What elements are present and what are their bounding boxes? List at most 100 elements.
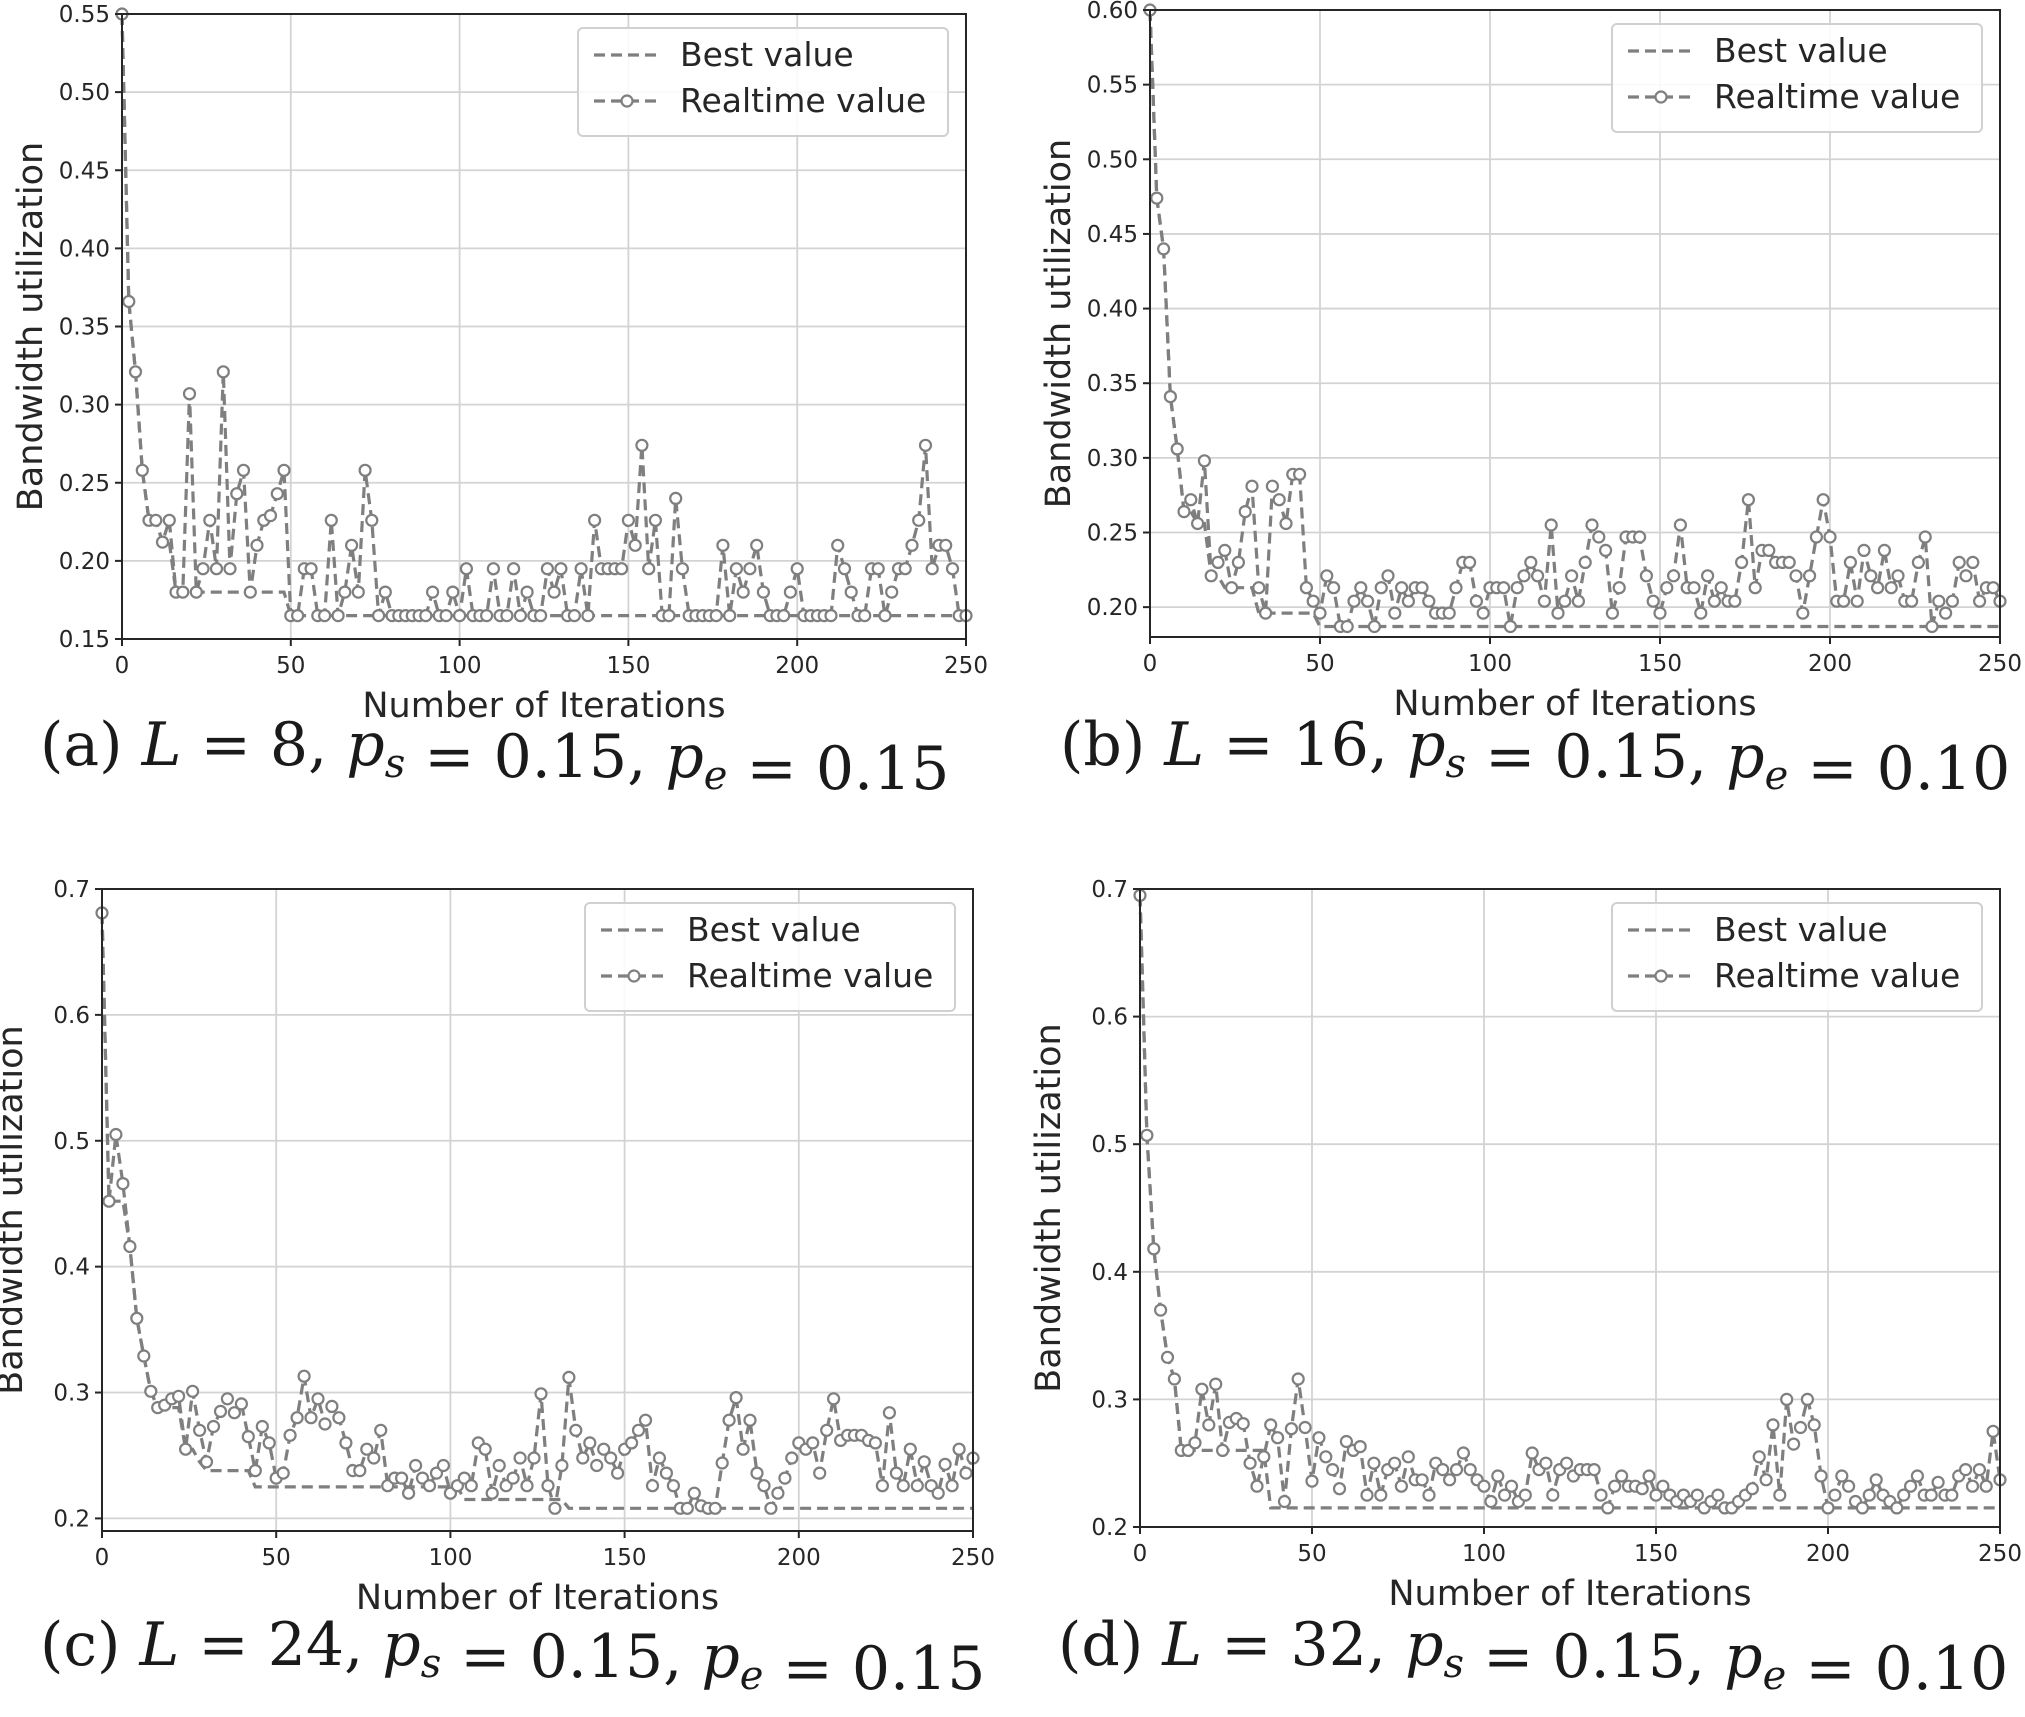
x-tick-label: 250: [951, 1545, 995, 1571]
realtime-point: [844, 585, 858, 599]
realtime-point: [903, 1442, 917, 1456]
realtime-point: [1773, 1488, 1787, 1502]
realtime-point: [1442, 606, 1456, 620]
ticks: 0 50 100 150 200 250 0.2 0.3 0.4 0.5 0.6 0.7: [1091, 877, 2022, 1567]
realtime-point: [554, 562, 568, 576]
realtime-point: [1231, 555, 1246, 570]
realtime-point: [1160, 1350, 1175, 1364]
realtime-point: [331, 608, 345, 623]
realtime-point: [1897, 1488, 1911, 1502]
realtime-point: [1877, 543, 1892, 558]
realtime-point: [1236, 1416, 1250, 1431]
realtime-point: [1786, 1437, 1801, 1451]
realtime-point: [1752, 1450, 1766, 1464]
realtime-point: [1422, 1488, 1436, 1502]
realtime-point: [1642, 1469, 1656, 1483]
y-axis-label: Bandwidth utilization: [1039, 139, 1079, 508]
realtime-point: [1911, 555, 1926, 570]
realtime-point: [189, 585, 203, 599]
realtime-point: [1190, 516, 1205, 531]
realtime-point: [436, 1458, 450, 1473]
legend-realtime-label: Realtime value: [1714, 77, 1960, 116]
realtime-point: [1592, 530, 1606, 544]
realtime-point: [1673, 518, 1688, 532]
realtime-point: [1156, 242, 1171, 256]
realtime-point: [520, 1479, 534, 1493]
realtime-point: [422, 1479, 437, 1493]
realtime-point: [652, 1451, 667, 1465]
realtime-point: [1551, 606, 1565, 620]
realtime-point: [1517, 569, 1531, 583]
realtime-point: [1741, 493, 1756, 507]
realtime-point: [1850, 594, 1864, 608]
realtime-point: [1415, 581, 1429, 595]
realtime-point: [868, 1436, 883, 1450]
realtime-point: [409, 1458, 423, 1473]
realtime-point: [1958, 1462, 1973, 1477]
realtime-point: [137, 1349, 151, 1363]
realtime-point: [837, 562, 852, 576]
x-tick-label: 50: [262, 1545, 291, 1571]
realtime-point: [304, 1411, 318, 1425]
realtime-point: [1925, 619, 1939, 634]
realtime-point: [1857, 543, 1871, 558]
realtime-point: [1292, 467, 1307, 481]
y-tick-label: 0.45: [1087, 222, 1138, 248]
realtime-point: [1147, 1242, 1161, 1256]
realtime-point: [952, 1442, 966, 1456]
realtime-value-line: [1148, 9, 2002, 629]
realtime-point: [771, 1486, 785, 1500]
realtime-point: [206, 1419, 221, 1434]
realtime-point: [1649, 1488, 1663, 1502]
x-tick-label: 100: [428, 1545, 472, 1571]
x-tick-label: 0: [95, 1545, 110, 1571]
realtime-point: [687, 1486, 701, 1500]
realtime-point: [1653, 606, 1667, 620]
x-tick-label: 250: [1978, 1541, 2022, 1567]
y-tick-label: 0.6: [53, 1003, 90, 1029]
realtime-point: [597, 1442, 611, 1456]
realtime-point: [1503, 619, 1518, 634]
realtime-point: [547, 585, 561, 599]
realtime-point: [1401, 1450, 1415, 1464]
realtime-point: [345, 538, 359, 552]
realtime-point: [230, 487, 244, 501]
realtime-point: [1890, 1501, 1904, 1515]
realtime-point: [1153, 1303, 1168, 1317]
realtime-point: [1360, 594, 1375, 608]
realtime-point: [1306, 594, 1320, 608]
realtime-point: [878, 608, 892, 623]
caption-text: (d) L = 32, ps = 0.15, pe = 0.10: [1058, 1610, 2008, 1704]
realtime-point: [1170, 442, 1184, 456]
realtime-point: [1469, 594, 1484, 608]
legend-box: [1611, 23, 1983, 133]
y-tick-label: 0.4: [1091, 1260, 1128, 1286]
realtime-point: [155, 535, 170, 549]
realtime-point: [1828, 1488, 1842, 1502]
realtime-point: [624, 1436, 639, 1450]
realtime-point: [1270, 1431, 1285, 1445]
realtime-point: [1252, 581, 1266, 595]
legend-box: [584, 902, 956, 1012]
realtime-point: [360, 1442, 374, 1456]
realtime-point: [144, 1384, 158, 1398]
realtime-point: [1986, 581, 2000, 595]
realtime-point: [1332, 1482, 1347, 1496]
realtime-point: [109, 1127, 123, 1142]
caption-text: (a) L = 8, ps = 0.15, pe = 0.15: [40, 710, 949, 804]
realtime-point: [203, 513, 217, 527]
realtime-point: [446, 585, 460, 599]
x-tick-label: 0: [1143, 651, 1158, 677]
realtime-point: [234, 1397, 248, 1411]
realtime-point: [945, 562, 960, 576]
legend: Best value Realtime value: [584, 902, 956, 1012]
realtime-point: [135, 463, 149, 477]
realtime-point: [540, 562, 555, 576]
y-tick-label: 0.45: [59, 158, 110, 184]
realtime-point: [1491, 1469, 1505, 1483]
y-axis-label: Bandwidth utilization: [0, 1025, 31, 1394]
realtime-point: [820, 1423, 834, 1437]
realtime-point: [1793, 1420, 1808, 1435]
realtime-point: [645, 1479, 660, 1493]
